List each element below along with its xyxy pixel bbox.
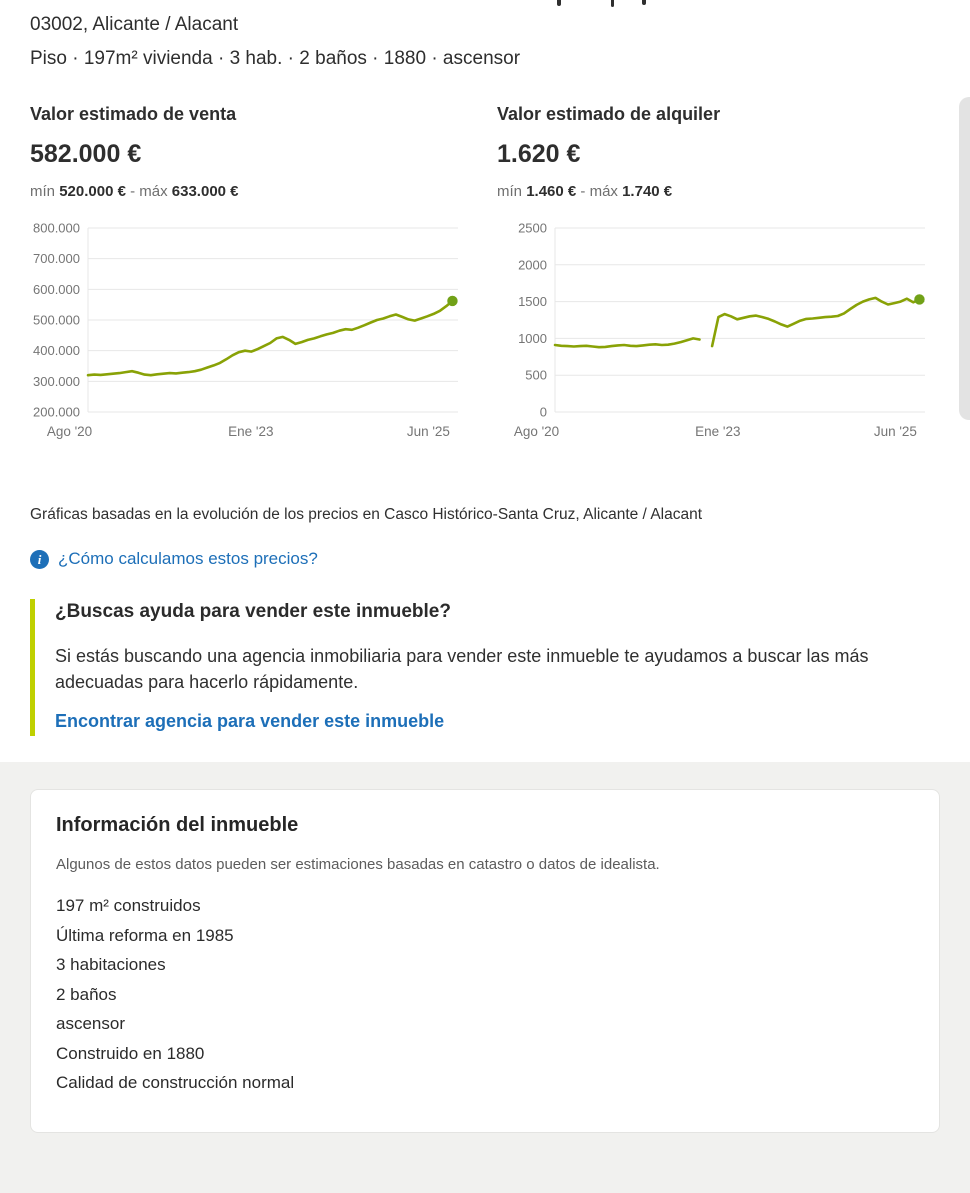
rent-max-value: 1.740 € <box>622 183 673 200</box>
clipped-text-fragment <box>557 0 561 6</box>
property-info-title: Información del inmueble <box>56 814 299 837</box>
property-info-subtitle: Algunos de estos datos pueden ser estima… <box>56 856 660 874</box>
x-axis-label: Jun '25 <box>874 424 917 439</box>
price-line <box>710 296 921 348</box>
sale-max-label: máx <box>139 183 168 200</box>
x-axis-label: Ene '23 <box>695 424 740 439</box>
find-agency-link[interactable]: Encontrar agencia para vender este inmue… <box>55 711 445 732</box>
x-axis-label: Ago '20 <box>514 424 559 439</box>
property-info-card: Información del inmueble Algunos de esto… <box>30 789 940 1133</box>
x-axis-label: Ago '20 <box>47 424 92 439</box>
price-line <box>86 299 454 377</box>
clipped-text-fragment <box>642 0 646 5</box>
rent-max-label: máx <box>589 183 618 200</box>
sale-price-chart[interactable]: 800.000 700.000 600.000 500.000 400.000 300.0… <box>30 220 460 460</box>
y-axis-label: 1000 <box>518 331 547 346</box>
sale-valuation-title: Valor estimado de venta <box>30 104 237 124</box>
rent-valuation: Valor estimado de alquiler 1.620 € mín 1… <box>497 104 927 460</box>
y-axis-label: 2500 <box>518 221 547 236</box>
y-axis-label: 300.000 <box>33 374 80 389</box>
y-axis-label: 0 <box>540 405 547 420</box>
rent-min-label: mín <box>497 183 523 200</box>
endpoint-dot[interactable] <box>914 294 925 305</box>
property-info-section: Información del inmueble Algunos de esto… <box>0 762 970 1193</box>
info-item-year-built: Construido en 1880 <box>56 1043 205 1063</box>
sale-max-value: 633.000 € <box>171 183 239 200</box>
sale-min-value: 520.000 € <box>59 183 126 200</box>
endpoint-dot[interactable] <box>447 295 458 307</box>
y-axis-label: 1500 <box>518 294 547 309</box>
rent-minmax-range: mín 1.460 € - máx 1.740 € <box>497 183 927 200</box>
info-item-construction-quality: Calidad de construcción normal <box>56 1073 295 1093</box>
callout-body: Si estás buscando una agencia inmobiliar… <box>55 646 869 693</box>
property-address: 03002, Alicante / Alacant <box>30 14 239 35</box>
y-axis-label: 200.000 <box>33 405 80 420</box>
sale-valuation: Valor estimado de venta 582.000 € mín 52… <box>30 104 460 460</box>
y-axis-label: 700.000 <box>33 251 80 266</box>
charts-note: Gráficas basadas en la evolución de los … <box>30 506 703 523</box>
rent-min-value: 1.460 € <box>526 183 577 200</box>
rent-estimated-value: 1.620 € <box>497 140 581 168</box>
side-panel-handle[interactable] <box>959 97 970 420</box>
rent-valuation-title: Valor estimado de alquiler <box>497 104 721 124</box>
minmax-separator: - <box>130 183 136 200</box>
info-item-bathrooms: 2 baños <box>56 984 117 1004</box>
sale-min-label: mín <box>30 183 56 200</box>
y-axis-label: 400.000 <box>33 343 80 358</box>
info-item-elevator: ascensor <box>56 1014 125 1034</box>
info-item-last-renovation: Última reforma en 1985 <box>56 925 234 945</box>
property-summary: Piso · 197m² vivienda · 3 hab. · 2 baños… <box>30 48 521 69</box>
how-we-calculate-link[interactable]: ¿Cómo calculamos estos precios? <box>58 549 318 568</box>
y-axis-label: 500 <box>525 368 547 383</box>
y-axis-label: 2000 <box>518 257 547 272</box>
sale-minmax-range: mín 520.000 € - máx 633.000 € <box>30 183 460 200</box>
y-axis-label: 800.000 <box>33 221 80 236</box>
property-info-list: 197 m² construidos Última reforma en 198… <box>56 891 914 1098</box>
sale-estimated-value: 582.000 € <box>30 140 142 168</box>
info-item-built-area: 197 m² construidos <box>56 896 201 916</box>
minmax-separator: - <box>580 183 586 200</box>
rent-price-chart[interactable]: 2500 2000 1500 1000 500 0 Ago '20 Ene '23 Jun '2… <box>497 220 927 460</box>
info-item-rooms: 3 habitaciones <box>56 955 166 975</box>
clipped-text-fragment <box>611 0 614 7</box>
price-line <box>553 337 701 349</box>
y-axis-label: 500.000 <box>33 313 80 328</box>
main-content: 03002, Alicante / Alacant Piso · 197m² v… <box>30 14 940 737</box>
x-axis-label: Ene '23 <box>228 424 273 439</box>
x-axis-label: Jun '25 <box>407 424 450 439</box>
seller-help-callout: ¿Buscas ayuda para vender este inmueble?… <box>30 599 940 737</box>
callout-title: ¿Buscas ayuda para vender este inmueble? <box>55 601 451 622</box>
how-we-calculate-row: i ¿Cómo calculamos estos precios? <box>30 549 940 569</box>
y-axis-label: 600.000 <box>33 282 80 297</box>
info-icon[interactable]: i <box>30 549 49 569</box>
valuation-section: Valor estimado de venta 582.000 € mín 52… <box>30 104 940 460</box>
